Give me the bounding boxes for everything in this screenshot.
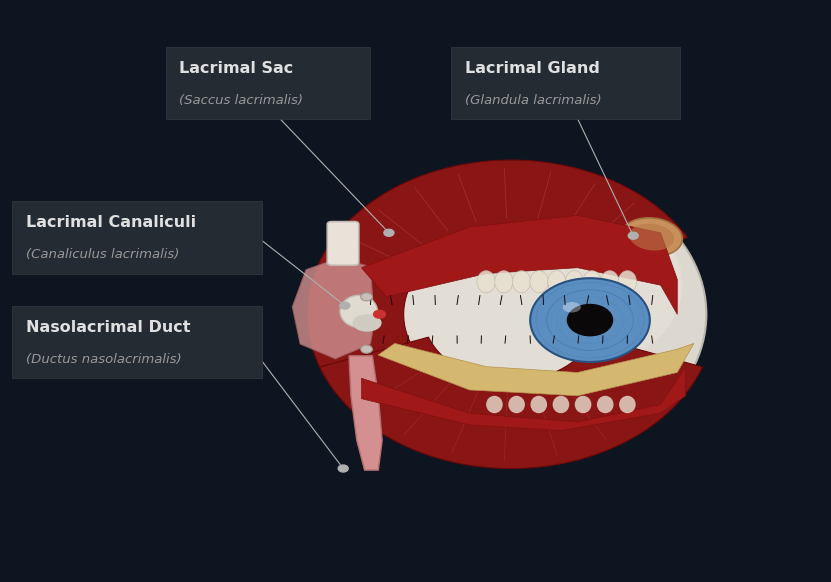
Polygon shape: [361, 367, 686, 431]
Circle shape: [384, 229, 394, 236]
Ellipse shape: [619, 396, 636, 413]
FancyBboxPatch shape: [12, 306, 262, 378]
Circle shape: [340, 302, 350, 309]
Polygon shape: [320, 337, 702, 469]
Ellipse shape: [494, 271, 513, 293]
Ellipse shape: [352, 314, 381, 332]
Text: Lacrimal Sac: Lacrimal Sac: [179, 61, 293, 76]
Circle shape: [361, 345, 372, 353]
Text: Lacrimal Gland: Lacrimal Gland: [465, 61, 599, 76]
Text: (Canaliculus lacrimalis): (Canaliculus lacrimalis): [26, 248, 179, 261]
Ellipse shape: [575, 396, 592, 413]
Ellipse shape: [530, 396, 547, 413]
Polygon shape: [361, 215, 677, 314]
Circle shape: [567, 304, 613, 336]
Ellipse shape: [509, 396, 525, 413]
Ellipse shape: [548, 271, 566, 293]
Ellipse shape: [565, 271, 583, 293]
Ellipse shape: [553, 396, 569, 413]
FancyBboxPatch shape: [166, 47, 370, 119]
Ellipse shape: [530, 271, 548, 293]
Text: (Glandula lacrimalis): (Glandula lacrimalis): [465, 94, 601, 107]
Ellipse shape: [512, 271, 530, 293]
FancyBboxPatch shape: [12, 201, 262, 274]
Text: Nasolacrimal Duct: Nasolacrimal Duct: [26, 320, 190, 335]
FancyBboxPatch shape: [327, 222, 359, 265]
Ellipse shape: [486, 396, 503, 413]
Ellipse shape: [316, 166, 706, 463]
FancyBboxPatch shape: [451, 47, 680, 119]
Ellipse shape: [601, 271, 619, 293]
Polygon shape: [349, 356, 382, 470]
Ellipse shape: [597, 396, 613, 413]
Ellipse shape: [629, 223, 674, 251]
Text: Lacrimal Canaliculi: Lacrimal Canaliculi: [26, 215, 196, 230]
Polygon shape: [307, 160, 687, 391]
Polygon shape: [293, 258, 374, 359]
Ellipse shape: [583, 271, 601, 293]
Circle shape: [338, 465, 348, 472]
Ellipse shape: [618, 271, 637, 293]
Circle shape: [530, 278, 650, 362]
Text: (Ductus nasolacrimalis): (Ductus nasolacrimalis): [26, 353, 181, 366]
Ellipse shape: [621, 218, 682, 257]
Ellipse shape: [563, 302, 581, 313]
Circle shape: [361, 293, 372, 301]
Circle shape: [373, 310, 386, 319]
Ellipse shape: [390, 189, 682, 382]
Polygon shape: [378, 343, 694, 396]
Text: (Saccus lacrimalis): (Saccus lacrimalis): [179, 94, 303, 107]
Ellipse shape: [340, 295, 377, 327]
Circle shape: [628, 232, 638, 239]
Ellipse shape: [477, 271, 495, 293]
